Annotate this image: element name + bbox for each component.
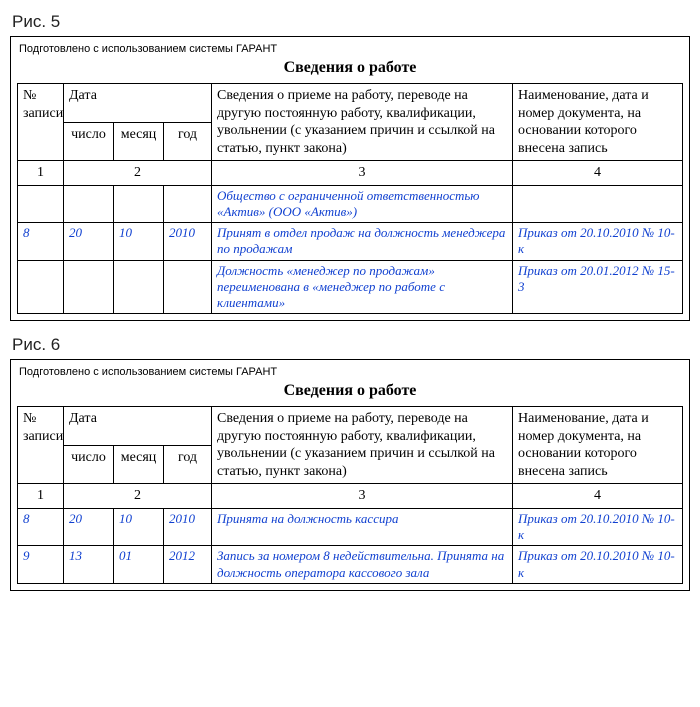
cell-doc: Приказ от 20.10.2010 № 10-к xyxy=(513,223,683,261)
cell-month xyxy=(114,185,164,223)
cell-day: 20 xyxy=(64,223,114,261)
colnum-1: 1 xyxy=(18,484,64,509)
col-head-num: № записи xyxy=(18,84,64,161)
cell-month: 10 xyxy=(114,223,164,261)
table-row: Должность «менеджер по продажам» переиме… xyxy=(18,260,683,314)
cell-day xyxy=(64,260,114,314)
system-note: Подготовлено с использованием системы ГА… xyxy=(19,366,683,378)
col-head-num: № записи xyxy=(18,407,64,484)
table-row: 8 20 10 2010 Принята на должность кассир… xyxy=(18,508,683,546)
cell-year xyxy=(164,185,212,223)
system-note: Подготовлено с использованием системы ГА… xyxy=(19,43,683,55)
cell-info: Общество с ограниченной ответственностью… xyxy=(212,185,513,223)
cell-month: 01 xyxy=(114,546,164,584)
work-record-table-6: № записи Дата Сведения о приеме на работ… xyxy=(17,406,683,584)
col-head-year: год xyxy=(164,445,212,484)
col-head-month: месяц xyxy=(114,122,164,161)
col-head-month: месяц xyxy=(114,445,164,484)
cell-info: Принята на должность кассира xyxy=(212,508,513,546)
col-head-doc: Наименование, дата и номер документа, на… xyxy=(513,84,683,161)
cell-doc: Приказ от 20.10.2010 № 10-к xyxy=(513,546,683,584)
figure-6-frame: Подготовлено с использованием системы ГА… xyxy=(10,359,690,591)
col-head-day: число xyxy=(64,122,114,161)
cell-info: Должность «менеджер по продажам» переиме… xyxy=(212,260,513,314)
cell-year xyxy=(164,260,212,314)
col-head-doc: Наименование, дата и номер документа, на… xyxy=(513,407,683,484)
table-row: Общество с ограниченной ответственностью… xyxy=(18,185,683,223)
table-title: Сведения о работе xyxy=(17,59,683,77)
cell-num: 8 xyxy=(18,508,64,546)
table-row: 9 13 01 2012 Запись за номером 8 недейст… xyxy=(18,546,683,584)
cell-num xyxy=(18,260,64,314)
figure-5-label: Рис. 5 xyxy=(12,12,690,32)
cell-doc: Приказ от 20.10.2010 № 10-к xyxy=(513,508,683,546)
cell-day: 13 xyxy=(64,546,114,584)
cell-num: 9 xyxy=(18,546,64,584)
colnum-4: 4 xyxy=(513,161,683,186)
cell-year: 2012 xyxy=(164,546,212,584)
cell-month xyxy=(114,260,164,314)
table-number-row: 1 2 3 4 xyxy=(18,161,683,186)
col-head-date: Дата xyxy=(64,84,212,123)
col-head-info: Сведения о приеме на работу, переводе на… xyxy=(212,84,513,161)
figure-5-frame: Подготовлено с использованием системы ГА… xyxy=(10,36,690,321)
col-head-info: Сведения о приеме на работу, переводе на… xyxy=(212,407,513,484)
table-header-row: № записи Дата Сведения о приеме на работ… xyxy=(18,84,683,123)
cell-month: 10 xyxy=(114,508,164,546)
colnum-3: 3 xyxy=(212,484,513,509)
colnum-2: 2 xyxy=(64,484,212,509)
col-head-day: число xyxy=(64,445,114,484)
table-number-row: 1 2 3 4 xyxy=(18,484,683,509)
col-head-date: Дата xyxy=(64,407,212,446)
cell-num: 8 xyxy=(18,223,64,261)
colnum-4: 4 xyxy=(513,484,683,509)
cell-info: Запись за номером 8 недействительна. При… xyxy=(212,546,513,584)
cell-doc xyxy=(513,185,683,223)
cell-day: 20 xyxy=(64,508,114,546)
cell-day xyxy=(64,185,114,223)
cell-year: 2010 xyxy=(164,508,212,546)
cell-doc: Приказ от 20.01.2012 № 15-3 xyxy=(513,260,683,314)
col-head-year: год xyxy=(164,122,212,161)
work-record-table-5: № записи Дата Сведения о приеме на работ… xyxy=(17,83,683,314)
colnum-2: 2 xyxy=(64,161,212,186)
figure-6-label: Рис. 6 xyxy=(12,335,690,355)
colnum-1: 1 xyxy=(18,161,64,186)
colnum-3: 3 xyxy=(212,161,513,186)
cell-info: Принят в отдел продаж на должность менед… xyxy=(212,223,513,261)
cell-year: 2010 xyxy=(164,223,212,261)
cell-num xyxy=(18,185,64,223)
table-title: Сведения о работе xyxy=(17,382,683,400)
table-header-row: № записи Дата Сведения о приеме на работ… xyxy=(18,407,683,446)
table-row: 8 20 10 2010 Принят в отдел продаж на до… xyxy=(18,223,683,261)
